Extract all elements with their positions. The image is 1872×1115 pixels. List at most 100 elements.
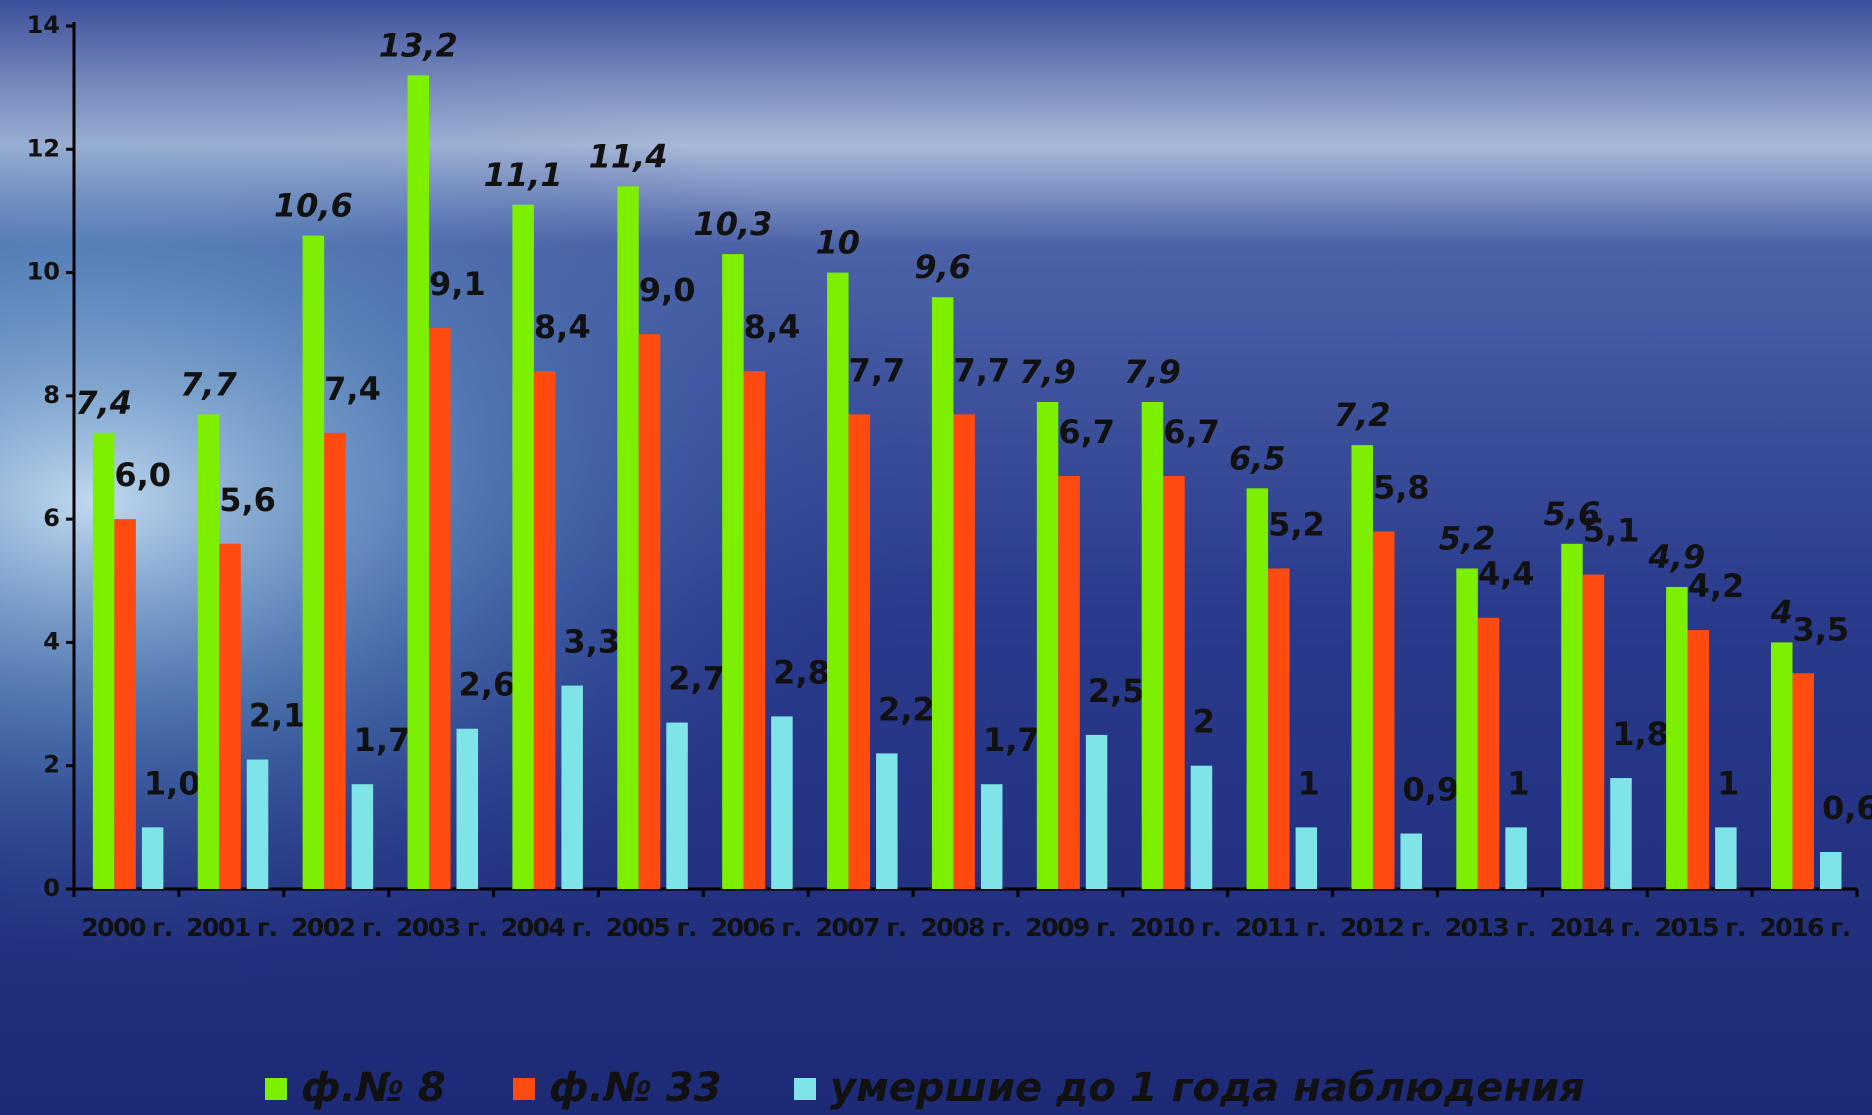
bar <box>1036 402 1059 889</box>
data-label: 3,5 <box>1792 610 1849 648</box>
data-label: 1,0 <box>144 764 201 802</box>
bar <box>324 432 346 889</box>
legend-marker <box>794 1078 816 1100</box>
data-label: 7,9 <box>1019 353 1076 391</box>
y-tick-label: 14 <box>27 11 60 39</box>
bar <box>876 753 898 889</box>
x-tick-label: 2008 г. <box>920 913 1010 942</box>
data-label: 2,7 <box>668 660 725 698</box>
data-label: 7,7 <box>953 351 1010 389</box>
bar <box>1456 568 1478 889</box>
bar <box>931 297 954 889</box>
data-label: 3,3 <box>563 623 620 661</box>
legend-label: ф.№ 33 <box>549 1065 722 1111</box>
bar <box>1792 673 1814 889</box>
bar <box>114 519 136 889</box>
data-label: 5,2 <box>1439 519 1496 557</box>
data-label: 9,0 <box>639 271 696 309</box>
bar <box>1246 488 1269 889</box>
data-label: 7,7 <box>180 365 237 403</box>
data-label: 5,1 <box>1583 512 1640 550</box>
x-tick-label: 2009 г. <box>1025 913 1115 942</box>
data-label: 2 <box>1193 703 1215 741</box>
bar <box>743 371 766 889</box>
data-label: 9,6 <box>914 248 971 286</box>
y-tick-label: 10 <box>27 258 60 286</box>
bar <box>1400 833 1422 889</box>
x-tick-label: 2016 г. <box>1759 913 1849 942</box>
data-label: 2,1 <box>249 697 306 735</box>
data-label: 10,3 <box>693 205 772 243</box>
bar <box>1268 568 1290 889</box>
x-tick-label: 2002 г. <box>291 913 381 942</box>
data-label: 1,7 <box>354 721 411 759</box>
data-label: 1 <box>1717 764 1739 802</box>
data-label: 8,4 <box>744 308 801 346</box>
bar <box>1190 765 1213 889</box>
bar <box>1819 852 1842 889</box>
bar <box>561 685 583 889</box>
bar <box>848 414 871 889</box>
bar <box>456 728 479 889</box>
bar <box>1058 475 1080 889</box>
bar <box>771 716 793 889</box>
bar <box>92 432 115 889</box>
x-tick-label: 2003 г. <box>396 913 486 942</box>
data-label: 10 <box>816 224 861 262</box>
bar <box>1610 778 1632 889</box>
data-label: 5,8 <box>1373 468 1430 506</box>
data-label: 7,9 <box>1124 353 1181 391</box>
y-tick-label: 0 <box>43 874 60 902</box>
data-label: 13,2 <box>379 26 458 64</box>
bar <box>533 371 556 889</box>
bar <box>1085 734 1108 889</box>
data-label: 10,6 <box>274 187 353 225</box>
bar <box>980 784 1003 889</box>
data-label: 2,5 <box>1088 672 1145 710</box>
data-label: 0,9 <box>1402 771 1459 809</box>
data-label: 1 <box>1507 764 1529 802</box>
bar <box>141 827 164 889</box>
legend-label: ф.№ 8 <box>301 1065 446 1111</box>
bar <box>1505 827 1527 889</box>
data-label: 4,2 <box>1688 567 1745 605</box>
x-tick-label: 2000 г. <box>81 913 171 942</box>
bar <box>302 235 325 890</box>
bar <box>1666 586 1688 889</box>
bar <box>666 722 688 889</box>
bar <box>1295 827 1318 889</box>
bar <box>1141 402 1164 889</box>
data-label: 1,8 <box>1612 715 1669 753</box>
bar <box>407 75 430 890</box>
data-label: 6,0 <box>114 456 171 494</box>
x-tick-label: 2015 г. <box>1655 913 1745 942</box>
bar <box>1561 543 1583 889</box>
bar <box>1582 574 1605 889</box>
data-label: 7,4 <box>75 384 132 422</box>
data-label: 6,7 <box>1163 413 1220 451</box>
y-tick-label: 8 <box>43 381 60 409</box>
bar <box>1163 475 1185 889</box>
data-label: 5,6 <box>219 481 276 519</box>
data-label: 2,6 <box>459 666 516 704</box>
legend-marker <box>265 1078 287 1100</box>
bar <box>1770 642 1793 889</box>
bar <box>1351 445 1373 889</box>
data-label: 11,4 <box>589 137 668 175</box>
bar <box>1715 827 1737 889</box>
x-tick-label: 2014 г. <box>1550 913 1640 942</box>
x-tick-label: 2006 г. <box>711 913 801 942</box>
data-label: 5,2 <box>1268 505 1325 543</box>
bar <box>219 543 241 889</box>
data-label: 5,6 <box>1544 495 1601 533</box>
x-tick-label: 2013 г. <box>1445 913 1535 942</box>
x-tick-label: 2007 г. <box>815 913 905 942</box>
bar <box>429 328 451 889</box>
data-label: 8,4 <box>534 308 591 346</box>
x-tick-label: 2012 г. <box>1340 913 1430 942</box>
y-tick-label: 4 <box>43 627 60 655</box>
data-label: 7,2 <box>1334 396 1391 434</box>
bar <box>1372 531 1395 889</box>
data-label: 2,8 <box>773 653 830 691</box>
